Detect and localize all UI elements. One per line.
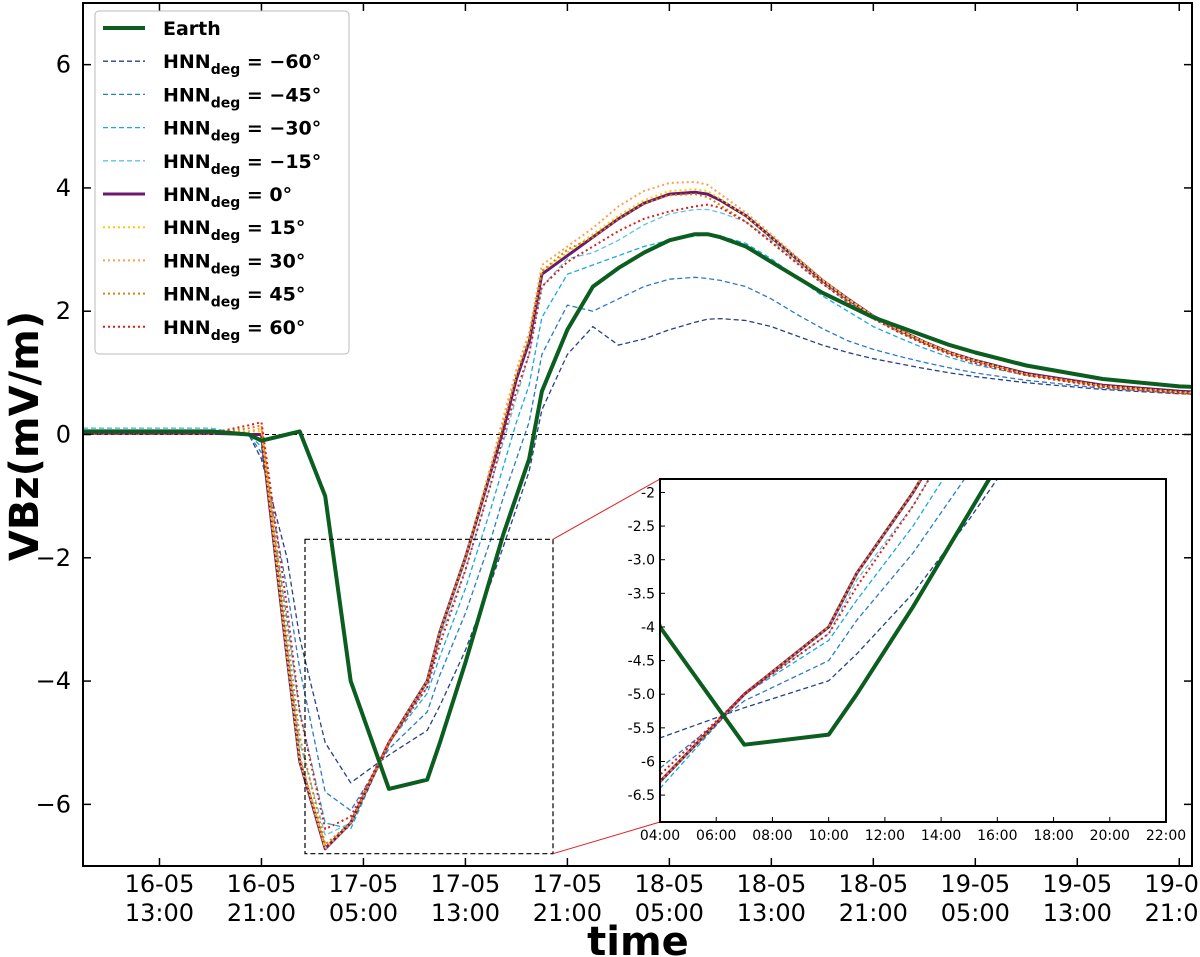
inset-x-tick-label: 08:00 bbox=[752, 828, 792, 844]
x-tick-label: 17-05 05:00 bbox=[329, 870, 399, 927]
inset-x-tick-label: 22:00 bbox=[1146, 828, 1186, 844]
series-line-hnn-deg-60- bbox=[83, 203, 1192, 830]
inset-x-tick-label: 06:00 bbox=[696, 828, 736, 844]
x-tick-label: 16-05 13:00 bbox=[125, 870, 195, 927]
inset-y-tick-label: -5.0 bbox=[628, 687, 655, 703]
y-tick-label: 4 bbox=[56, 174, 71, 202]
inset-x-tick-label: 14:00 bbox=[921, 828, 961, 844]
x-tick-label: 18-05 05:00 bbox=[634, 870, 704, 927]
series-line-earth bbox=[83, 232, 1192, 791]
zoom-connector-line bbox=[552, 478, 661, 540]
series-line-hnn-deg-45- bbox=[83, 276, 1192, 812]
inset-x-tick-label: 10:00 bbox=[808, 828, 848, 844]
y-tick-label: −6 bbox=[36, 790, 71, 818]
inset-y-tick-label: -6.5 bbox=[628, 788, 655, 804]
inset-y-tick-label: -4.5 bbox=[628, 654, 655, 670]
inset-frame bbox=[659, 478, 1167, 823]
y-tick-label: 6 bbox=[56, 51, 71, 79]
inset-x-tick-label: 18:00 bbox=[1033, 828, 1073, 844]
zoom-box bbox=[304, 538, 554, 855]
y-axis-title: VBz(mV/m) bbox=[2, 311, 48, 561]
inset-y-tick-label: -3.0 bbox=[628, 553, 655, 569]
inset-y-tick-label: -4 bbox=[641, 620, 655, 636]
series-line-hnn-deg-60- bbox=[83, 317, 1192, 784]
legend-label: Earth bbox=[163, 18, 221, 40]
inset-x-tick-label: 12:00 bbox=[865, 828, 905, 844]
legend-label: HNNdeg = −15° bbox=[163, 151, 321, 178]
legend-label: HNNdeg = −45° bbox=[163, 84, 321, 111]
y-tick-label: −4 bbox=[36, 667, 71, 695]
inset-background bbox=[660, 479, 1166, 822]
axes: −6 −4 −2 0 2 4 6 16-05 13:00 16-05 21:00 17-05 05:00… bbox=[36, 2, 1200, 927]
x-tick-label: 18-05 21:00 bbox=[838, 870, 908, 927]
legend-label: HNNdeg = 45° bbox=[163, 284, 305, 311]
legend: Earth HNNdeg = −60° HNNdeg = −45° HNNdeg = … bbox=[94, 10, 350, 355]
legend-label: HNNdeg = 60° bbox=[163, 317, 305, 344]
inset-y-tick-label: -2 bbox=[641, 485, 655, 501]
inset-x-tick-label: 20:00 bbox=[1090, 828, 1130, 844]
series-line-hnn-deg-30- bbox=[83, 180, 1192, 850]
x-tick-label: 19-05 13:00 bbox=[1042, 870, 1112, 927]
x-axis-title: time bbox=[587, 919, 689, 957]
plot-area bbox=[83, 180, 1192, 855]
inset-y-tick-label: -3.5 bbox=[628, 586, 655, 602]
legend-label: HNNdeg = 15° bbox=[163, 217, 305, 244]
y-tick-label: 0 bbox=[56, 421, 71, 449]
legend-box bbox=[94, 10, 350, 355]
legend-label: HNNdeg = −30° bbox=[163, 118, 321, 145]
x-tick-label: 19-05 05:00 bbox=[940, 870, 1010, 927]
x-tick-label: 16-05 21:00 bbox=[227, 870, 297, 927]
legend-label: HNNdeg = 30° bbox=[163, 250, 305, 277]
legend-label: HNNdeg = −60° bbox=[163, 51, 321, 78]
inset-y-tick-label: -2.5 bbox=[628, 519, 655, 535]
series-line-hnn-deg-30- bbox=[83, 234, 1192, 830]
legend-label: HNNdeg = 0° bbox=[163, 184, 292, 211]
y-tick-label: 2 bbox=[56, 297, 71, 325]
inset-x-tick-label: 16:00 bbox=[977, 828, 1017, 844]
inset-x-tick-label: 04:00 bbox=[640, 828, 680, 844]
zoom-connector-line bbox=[552, 821, 661, 855]
inset-plot: -2 -2.5 -3.0 -3.5 -4 -4.5 -5.0 -5.5 -6 -6.5 04:00 0… bbox=[628, 478, 1186, 844]
inset-y-tick-label: -5.5 bbox=[628, 721, 655, 737]
x-tick-label: 17-05 13:00 bbox=[431, 870, 501, 927]
x-tick-label: 18-05 13:00 bbox=[736, 870, 806, 927]
inset-y-tick-label: -6 bbox=[641, 754, 655, 770]
x-tick-label: 17-05 21:00 bbox=[533, 870, 603, 927]
y-tick-label: −2 bbox=[36, 544, 71, 572]
